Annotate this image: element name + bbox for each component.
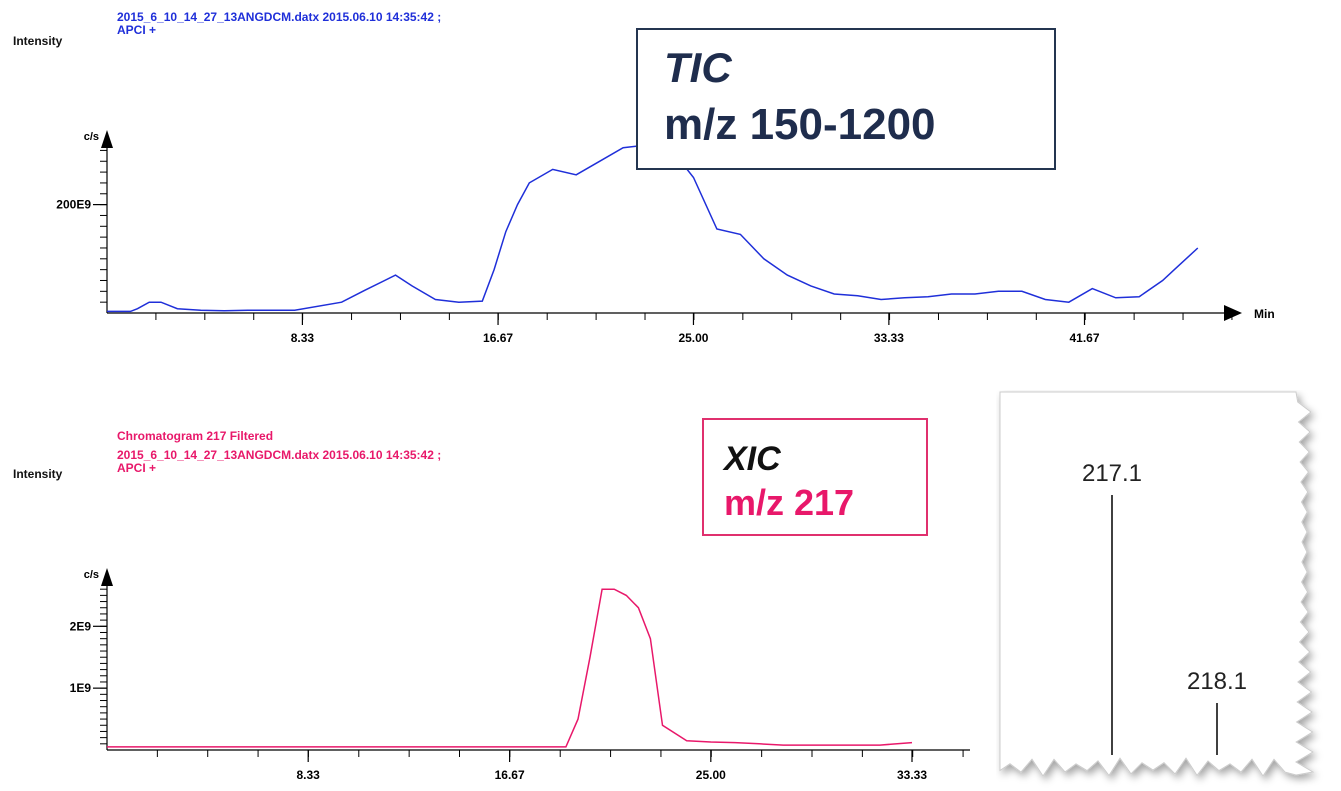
tic-series-line (107, 144, 1199, 313)
xic-axes: 8.33 16.67 25.00 33.33 1E9 2E9 c/s (70, 568, 970, 782)
xic-series-line (107, 588, 913, 748)
tic-chart: 8.33 16.67 25.00 33.33 41.67 200E9 c/s Min (56, 130, 1275, 345)
tic-axes: 8.33 16.67 25.00 33.33 41.67 200E9 c/s Min (56, 130, 1275, 345)
ms-peaks: 217.1 218.1 (1082, 460, 1247, 755)
x-tick-label: 41.67 (1069, 331, 1099, 345)
torn-paper-background (999, 391, 1315, 777)
x-tick-label: 33.33 (874, 331, 904, 345)
y-axis-label: c/s (84, 569, 99, 581)
x-tick-label: 8.33 (291, 331, 315, 345)
xic-annotation-box: XIC m/z 217 (702, 418, 928, 536)
tic-file-line: 2015_6_10_14_27_13ANGDCM.datx 2015.06.10… (117, 10, 442, 24)
y-tick-label: 200E9 (56, 198, 91, 212)
ms-peak-label: 218.1 (1187, 668, 1247, 695)
y-axis-label: c/s (84, 131, 99, 143)
mass-spectrum-inset: 217.1 218.1 (999, 391, 1315, 777)
x-axis-arrow (1224, 305, 1242, 321)
tic-box-title: TIC (664, 44, 732, 91)
xic-title: Chromatogram 217 Filtered (117, 429, 274, 443)
x-tick-label: 25.00 (678, 331, 708, 345)
xic-chart: 8.33 16.67 25.00 33.33 1E9 2E9 c/s (70, 568, 970, 782)
y-axis-arrow (101, 130, 113, 148)
x-tick-label: 16.67 (495, 768, 525, 782)
x-tick-label: 33.33 (897, 768, 927, 782)
y-tick-label: 1E9 (70, 681, 92, 695)
ms-peak-label: 217.1 (1082, 460, 1142, 487)
tic-annotation-box: TIC m/z 150-1200 (636, 28, 1056, 170)
x-axis-label: Min (1254, 307, 1275, 321)
xic-file-line: 2015_6_10_14_27_13ANGDCM.datx 2015.06.10… (117, 448, 442, 462)
xic-box-mz: m/z 217 (724, 482, 855, 523)
tic-intensity-label: Intensity (13, 34, 63, 48)
x-tick-label: 8.33 (297, 768, 321, 782)
y-tick-label: 2E9 (70, 619, 92, 633)
tic-mode: APCI + (117, 23, 157, 37)
x-tick-label: 16.67 (483, 331, 513, 345)
xic-box-title: XIC (724, 440, 781, 478)
xic-mode: APCI + (117, 461, 157, 475)
xic-intensity-label: Intensity (13, 467, 63, 481)
x-tick-label: 25.00 (696, 768, 726, 782)
y-axis-arrow (101, 568, 113, 586)
tic-box-range: m/z 150-1200 (664, 100, 936, 149)
